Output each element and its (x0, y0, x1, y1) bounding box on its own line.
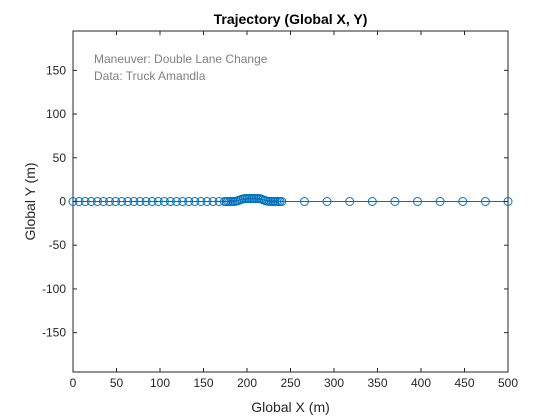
trajectory-point (105, 197, 115, 206)
x-tick-label: 50 (110, 376, 124, 390)
ticks-layer: 0 50 100 150 200 250 300 350 400 450 500-150-100-5… (42, 31, 518, 390)
trajectory-point (172, 197, 182, 206)
trajectory-point (413, 197, 423, 206)
trajectory-point (184, 197, 194, 206)
x-tick-label: 300 (324, 376, 344, 390)
trajectory-point (458, 197, 468, 206)
trajectory-point (277, 197, 287, 206)
y-tick-label: 0 (59, 195, 66, 209)
x-tick-label: 150 (193, 376, 213, 390)
trajectory-point (92, 197, 102, 206)
x-tick-label: 400 (411, 376, 431, 390)
trajectory-point (147, 197, 157, 206)
y-tick-label: -150 (42, 326, 66, 340)
trajectory-point (98, 197, 108, 206)
trajectory-point (123, 197, 133, 206)
trajectory-point (435, 197, 445, 206)
trajectory-point (111, 197, 121, 206)
y-tick-label: 150 (46, 63, 66, 77)
trajectory-point (159, 197, 169, 206)
chart-title: Trajectory (Global X, Y) (214, 11, 368, 27)
y-tick-label: -100 (42, 282, 66, 296)
trajectory-point (135, 197, 145, 206)
x-axis-label: Global X (m) (251, 399, 330, 415)
trajectory-point (480, 197, 490, 206)
trajectory-point (117, 197, 127, 206)
trajectory-point (208, 197, 218, 206)
trajectory-point (80, 197, 90, 206)
x-tick-label: 200 (237, 376, 257, 390)
y-tick-label: 50 (53, 151, 67, 165)
trajectory-point (165, 197, 175, 206)
series-layer (68, 193, 513, 206)
x-tick-label: 100 (150, 376, 170, 390)
trajectory-point (345, 197, 355, 206)
annotation-maneuver: Maneuver: Double Lane Change (94, 52, 268, 66)
x-tick-label: 500 (498, 376, 518, 390)
trajectory-point (153, 197, 163, 206)
trajectory-point (196, 197, 206, 206)
trajectory-point (129, 197, 139, 206)
trajectory-point (86, 197, 96, 206)
annotation-data-source: Data: Truck Amandla (94, 69, 206, 83)
trajectory-point (299, 197, 309, 206)
x-tick-label: 0 (70, 376, 77, 390)
trajectory-point (141, 197, 151, 206)
x-tick-label: 350 (367, 376, 387, 390)
trajectory-point (322, 197, 332, 206)
trajectory-point (367, 197, 377, 206)
y-tick-label: -50 (49, 238, 67, 252)
trajectory-point (390, 197, 400, 206)
trajectory-point (202, 197, 212, 206)
x-tick-label: 450 (454, 376, 474, 390)
y-tick-label: 100 (46, 107, 66, 121)
trajectory-point (178, 197, 188, 206)
trajectory-point (214, 197, 224, 206)
trajectory-point (190, 197, 200, 206)
x-tick-label: 250 (280, 376, 300, 390)
y-axis-label: Global Y (m) (22, 162, 38, 240)
